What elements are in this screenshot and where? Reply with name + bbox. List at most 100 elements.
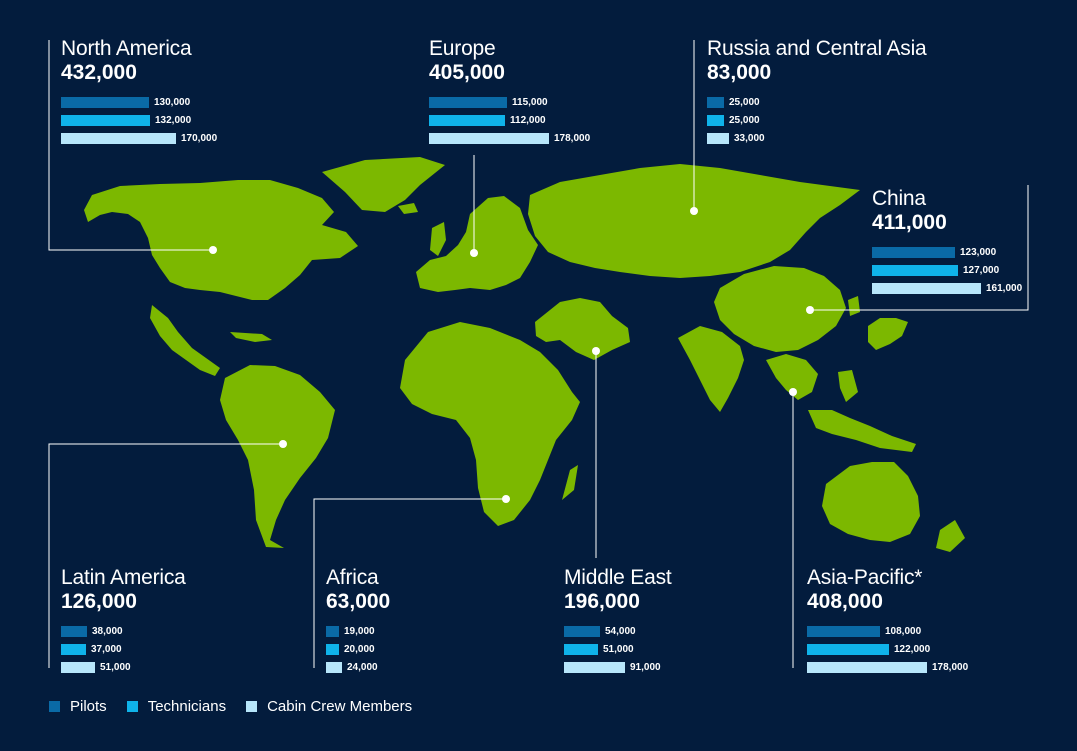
bar-cabin-crew [326,661,342,673]
bar-cabin-crew [564,661,625,673]
bar-value-technicians: 122,000 [894,643,931,655]
bar-technicians [807,643,889,655]
legend: Pilots Technicians Cabin Crew Members [49,698,432,715]
bar-group: 115,000 112,000 178,000 [429,93,590,147]
bar-row-technicians: 25,000 [707,111,927,129]
connector-lines [48,40,1029,668]
region-asia-pacific: Asia-Pacific* 408,000 108,000 122,000 178,00… [807,566,968,676]
bar-value-pilots: 19,000 [344,625,375,637]
bar-technicians [61,114,150,126]
bar-value-technicians: 25,000 [729,114,760,126]
connector-china [810,185,1029,311]
land-south-america [220,365,335,548]
land-north-america [84,180,358,300]
bar-pilots [429,96,507,108]
bar-group: 108,000 122,000 178,000 [807,622,968,676]
marker-russia [690,207,698,215]
marker-north-america [209,246,217,254]
bar-cabin-crew [61,661,95,673]
bar-pilots [807,625,880,637]
land-iceland [398,203,418,214]
legend-item-technicians: Technicians [126,698,227,715]
bar-value-pilots: 38,000 [92,625,123,637]
legend-label-pilots: Pilots [70,698,107,715]
bar-value-technicians: 51,000 [603,643,634,655]
land-middle-east [535,298,630,360]
bar-pilots [61,96,149,108]
bar-row-pilots: 115,000 [429,93,590,111]
region-name: Latin America [61,566,186,589]
land-madagascar [562,465,578,500]
land-british-isles [430,222,446,256]
bar-value-cabin-crew: 51,000 [100,661,131,673]
bar-row-technicians: 122,000 [807,640,968,658]
land-philippines [838,370,858,402]
land-europe [416,196,538,292]
bar-value-pilots: 54,000 [605,625,636,637]
bar-technicians [707,114,724,126]
bar-pilots [61,625,87,637]
bar-row-pilots: 19,000 [326,622,390,640]
bar-row-pilots: 54,000 [564,622,672,640]
region-name: Asia-Pacific* [807,566,923,589]
region-name: North America [61,37,192,60]
legend-label-cabin-crew: Cabin Crew Members [267,698,413,715]
bar-value-technicians: 20,000 [344,643,375,655]
bar-cabin-crew [807,661,927,673]
region-total: 63,000 [326,590,391,613]
region-name: Africa [326,566,379,589]
connector-latin-america [48,443,283,668]
bar-row-technicians: 20,000 [326,640,390,658]
bar-cabin-crew [61,132,176,144]
connector-africa [313,498,506,668]
bar-technicians [429,114,505,126]
bar-row-cabin-crew: 24,000 [326,658,390,676]
legend-label-technicians: Technicians [147,698,227,715]
legend-item-pilots: Pilots [49,698,107,715]
land-india [678,326,744,412]
bar-value-cabin-crew: 24,000 [347,661,378,673]
bar-value-pilots: 115,000 [512,96,548,108]
bar-cabin-crew [429,132,549,144]
region-name: Middle East [564,566,672,589]
region-total: 411,000 [872,211,947,234]
legend-swatch-cabin-crew [246,701,258,712]
marker-africa [502,495,510,503]
bar-group: 130,000 132,000 170,000 [61,93,217,147]
region-name: Russia and Central Asia [707,37,927,60]
bar-row-technicians: 127,000 [872,261,1022,279]
bar-row-technicians: 132,000 [61,111,217,129]
legend-swatch-technicians [126,701,138,712]
bar-pilots [872,246,955,258]
bar-cabin-crew [707,132,729,144]
bar-value-cabin-crew: 178,000 [554,132,591,144]
bar-row-pilots: 25,000 [707,93,927,111]
land-australia [822,462,920,542]
region-total: 126,000 [61,590,137,613]
land-southeast-asia [766,354,818,400]
marker-middle-east [592,347,600,355]
bar-group: 123,000 127,000 161,000 [872,243,1022,297]
bar-row-technicians: 37,000 [61,640,186,658]
bar-value-cabin-crew: 161,000 [986,282,1023,294]
land-japan [868,318,908,350]
bar-technicians [61,643,86,655]
marker-china [806,306,814,314]
bar-value-cabin-crew: 91,000 [630,661,661,673]
bar-value-technicians: 37,000 [91,643,122,655]
marker-asia-pacific [789,388,797,396]
bar-technicians [872,264,958,276]
bar-row-cabin-crew: 33,000 [707,129,927,147]
bar-row-cabin-crew: 161,000 [872,279,1022,297]
region-china: China 411,000 123,000 127,000 161,000 [872,187,1022,297]
bar-group: 19,000 20,000 24,000 [326,622,390,676]
region-name: China [872,187,926,210]
bar-cabin-crew [872,282,981,294]
region-middle-east: Middle East 196,000 54,000 51,000 91,000 [564,566,672,676]
region-total: 83,000 [707,61,772,84]
bar-group: 54,000 51,000 91,000 [564,622,672,676]
bar-value-pilots: 25,000 [729,96,760,108]
bar-row-technicians: 112,000 [429,111,590,129]
